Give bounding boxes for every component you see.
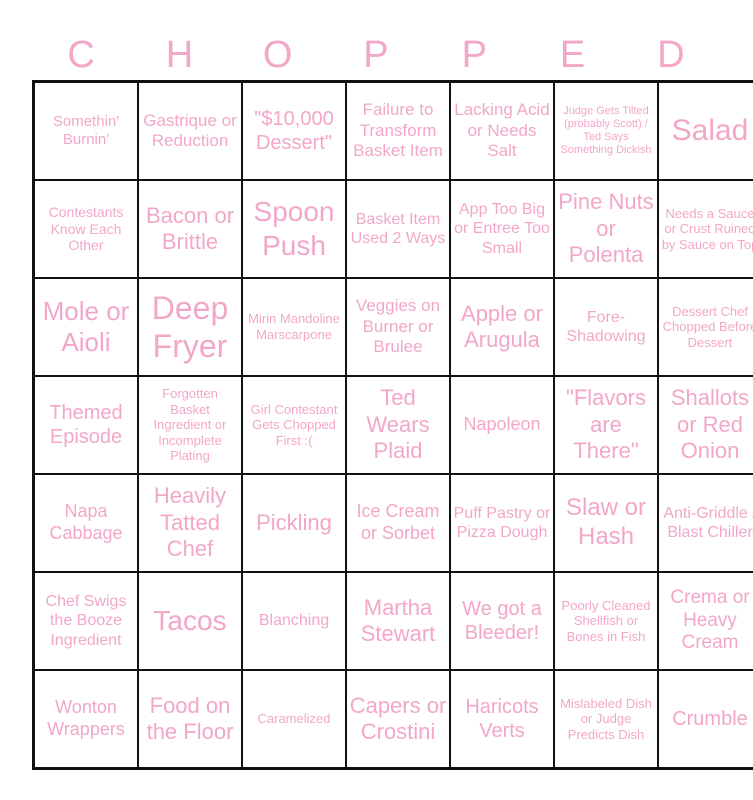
- bingo-cell[interactable]: Pickling: [241, 473, 347, 573]
- bingo-cell[interactable]: Martha Stewart: [345, 571, 451, 671]
- bingo-cell[interactable]: Needs a Sauce or Crust Ruined by Sauce o…: [657, 179, 753, 279]
- bingo-cell[interactable]: Napoleon: [449, 375, 555, 475]
- bingo-header: C H O P P E D: [32, 30, 720, 80]
- bingo-cell[interactable]: Crumble: [657, 669, 753, 770]
- bingo-cell[interactable]: Deep Fryer: [137, 277, 243, 377]
- bingo-cell[interactable]: Gastrique or Reduction: [137, 80, 243, 181]
- bingo-cell[interactable]: Poorly Cleaned Shellfish or Bones in Fis…: [553, 571, 659, 671]
- header-letter: E: [559, 34, 586, 76]
- bingo-cell[interactable]: Chef Swigs the Booze Ingredient: [32, 571, 139, 671]
- header-letter: C: [67, 34, 95, 76]
- bingo-cell[interactable]: Slaw or Hash: [553, 473, 659, 573]
- bingo-cell[interactable]: Girl Contestant Gets Chopped First :(: [241, 375, 347, 475]
- header-letter: H: [165, 34, 194, 76]
- bingo-cell[interactable]: Shallots or Red Onion: [657, 375, 753, 475]
- bingo-cell[interactable]: Lacking Acid or Needs Salt: [449, 80, 555, 181]
- bingo-row: Chef Swigs the Booze Ingredient Tacos Blan…: [32, 571, 753, 671]
- bingo-cell[interactable]: Haricots Verts: [449, 669, 555, 770]
- bingo-cell[interactable]: Bacon or Brittle: [137, 179, 243, 279]
- bingo-cell[interactable]: Contestants Know Each Other: [32, 179, 139, 279]
- bingo-cell[interactable]: Caramelized: [241, 669, 347, 770]
- bingo-cell[interactable]: Pine Nuts or Polenta: [553, 179, 659, 279]
- header-letter: D: [657, 34, 685, 76]
- bingo-cell[interactable]: Anti-Griddle / Blast Chiller: [657, 473, 753, 573]
- bingo-cell[interactable]: Ted Wears Plaid: [345, 375, 451, 475]
- bingo-cell[interactable]: Forgotten Basket Ingredient or Incomplet…: [137, 375, 243, 475]
- bingo-row: Contestants Know Each Other Bacon or Brit…: [32, 179, 753, 279]
- bingo-row: Themed Episode Forgotten Basket Ingredien…: [32, 375, 753, 475]
- bingo-cell[interactable]: Blanching: [241, 571, 347, 671]
- header-letter: O: [262, 34, 293, 76]
- bingo-cell[interactable]: Salad: [657, 80, 753, 181]
- bingo-cell[interactable]: We got a Bleeder!: [449, 571, 555, 671]
- bingo-cell[interactable]: App Too Big or Entree Too Small: [449, 179, 555, 279]
- bingo-cell[interactable]: Ice Cream or Sorbet: [345, 473, 451, 573]
- bingo-cell[interactable]: Judge Gets Tilted (probably Scott) / Ted…: [553, 80, 659, 181]
- bingo-cell[interactable]: Fore-Shadowing: [553, 277, 659, 377]
- bingo-cell[interactable]: "Flavors are There": [553, 375, 659, 475]
- bingo-row: Somethin' Burnin' Gastrique or Reduction "…: [32, 80, 753, 181]
- bingo-cell[interactable]: Crema or Heavy Cream: [657, 571, 753, 671]
- header-letter: P: [461, 34, 487, 76]
- bingo-cell[interactable]: Capers or Crostini: [345, 669, 451, 770]
- header-letter: P: [363, 34, 389, 76]
- bingo-cell[interactable]: Themed Episode: [32, 375, 139, 475]
- bingo-cell[interactable]: "$10,000 Dessert": [241, 80, 347, 181]
- bingo-cell[interactable]: Tacos: [137, 571, 243, 671]
- bingo-cell[interactable]: Mislabeled Dish or Judge Predicts Dish: [553, 669, 659, 770]
- bingo-cell[interactable]: Heavily Tatted Chef: [137, 473, 243, 573]
- bingo-cell[interactable]: Veggies on Burner or Brulee: [345, 277, 451, 377]
- bingo-cell[interactable]: Spoon Push: [241, 179, 347, 279]
- bingo-row: Wonton Wrappers Food on the Floor Carameli…: [32, 669, 753, 770]
- bingo-row: Mole or Aioli Deep Fryer Mirin Mandoline M…: [32, 277, 753, 377]
- bingo-cell[interactable]: Apple or Arugula: [449, 277, 555, 377]
- bingo-cell[interactable]: Somethin' Burnin': [32, 80, 139, 181]
- bingo-cell[interactable]: Food on the Floor: [137, 669, 243, 770]
- bingo-row: Napa Cabbage Heavily Tatted Chef Pickling I…: [32, 473, 753, 573]
- bingo-cell[interactable]: Basket Item Used 2 Ways: [345, 179, 451, 279]
- bingo-cell[interactable]: Puff Pastry or Pizza Dough: [449, 473, 555, 573]
- bingo-cell[interactable]: Mole or Aioli: [32, 277, 139, 377]
- bingo-cell[interactable]: Dessert Chef Chopped Before Dessert: [657, 277, 753, 377]
- bingo-grid: Somethin' Burnin' Gastrique or Reduction "…: [32, 80, 753, 770]
- bingo-cell[interactable]: Wonton Wrappers: [32, 669, 139, 770]
- bingo-cell[interactable]: Mirin Mandoline Marscarpone: [241, 277, 347, 377]
- bingo-cell[interactable]: Failure to Transform Basket Item: [345, 80, 451, 181]
- bingo-cell[interactable]: Napa Cabbage: [32, 473, 139, 573]
